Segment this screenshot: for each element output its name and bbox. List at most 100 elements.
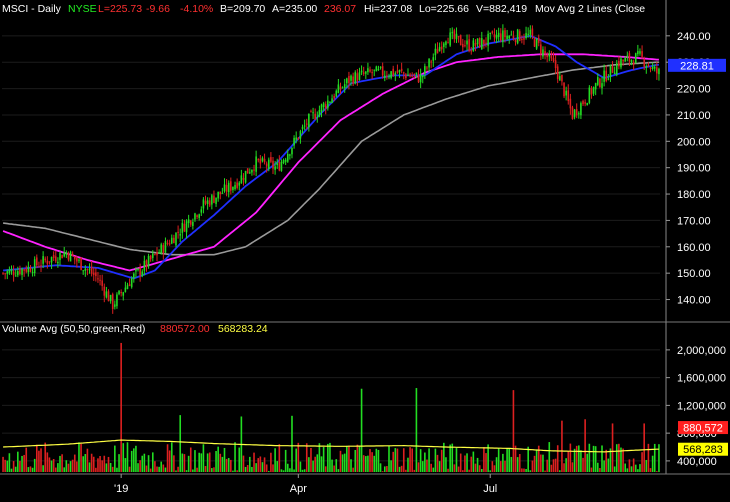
volume-bar: [238, 447, 241, 472]
candle-body: [478, 38, 481, 48]
volume-bar: [160, 461, 163, 472]
candle-body: [653, 66, 656, 69]
candle-body: [223, 184, 226, 192]
volume-bar: [607, 458, 610, 472]
volume-bar: [303, 469, 306, 472]
volume-bar: [649, 468, 652, 472]
volume-bar: [533, 455, 536, 472]
volume-bar: [225, 458, 228, 472]
volume-bar: [436, 454, 439, 472]
volume-bar: [609, 448, 612, 472]
header-text: MSCI - Daily NYSE L=225.73 -9.66 -4.10% …: [2, 3, 645, 15]
volume-header-yellow-value: 568283.24: [218, 323, 268, 335]
candle-body: [194, 213, 196, 220]
volume-bar: [567, 451, 570, 472]
volume-bar: [653, 443, 656, 472]
moving-average-fast-line: [3, 34, 659, 280]
volume-bar: [605, 449, 608, 472]
candle-body: [424, 66, 426, 74]
candle-body: [133, 273, 135, 279]
volume-gridlines: [2, 349, 660, 462]
volume-bar: [656, 471, 658, 472]
candle-body: [301, 126, 304, 130]
volume-bar: [90, 453, 93, 472]
volume-bar: [343, 453, 346, 472]
last-price-flag-label: 228.81: [680, 60, 714, 72]
volume-bar: [86, 448, 89, 472]
volume-bar: [386, 466, 388, 472]
candle-body: [350, 75, 352, 81]
candle-body: [257, 159, 260, 161]
candle-body: [470, 50, 473, 52]
candle-body: [559, 76, 561, 81]
volume-bar: [219, 453, 222, 472]
candle-body: [31, 272, 34, 274]
candle-body: [185, 221, 188, 233]
volume-bar: [584, 419, 586, 472]
volume-bar: [618, 443, 620, 472]
volume-bar: [396, 448, 399, 472]
header-open: 236.07: [324, 3, 356, 15]
candle-body: [71, 253, 74, 256]
candle-body: [341, 87, 344, 89]
candle-body: [466, 40, 468, 45]
volume-bar: [428, 448, 430, 472]
candle-body: [364, 71, 367, 74]
volume-bar: [356, 444, 359, 472]
candle-body: [451, 32, 454, 34]
volume-bar: [120, 342, 122, 472]
volume-bar: [257, 458, 260, 472]
candle-body: [556, 66, 559, 79]
volume-bar: [417, 462, 420, 472]
volume-bar: [599, 468, 601, 472]
candle-body: [658, 68, 660, 75]
candle-body: [141, 271, 144, 277]
candle-body: [426, 67, 428, 69]
candle-body: [563, 82, 565, 97]
volume-bar: [67, 463, 70, 472]
volume-bar: [472, 451, 475, 472]
volume-bar: [234, 442, 236, 472]
candle-body: [76, 258, 78, 262]
candle-body: [249, 172, 251, 174]
volume-bar: [445, 457, 447, 472]
volume-bar: [546, 459, 548, 472]
candle-body: [508, 36, 511, 39]
volume-axis-ticks[interactable]: 400,000800,0001,200,0001,600,0002,000,00…: [666, 345, 726, 468]
candle-body: [339, 86, 342, 90]
volume-bar: [80, 443, 82, 472]
x-axis-ticks[interactable]: '19 Apr Jul: [114, 474, 497, 495]
moving-average-slow-line: [3, 61, 659, 256]
volume-bar: [232, 470, 234, 472]
volume-bar: [630, 466, 633, 472]
volume-header-label: Volume Avg (50,50,green,Red): [2, 323, 145, 335]
volume-bar: [116, 467, 118, 472]
volume-bar: [118, 454, 120, 472]
volume-bar: [278, 444, 281, 472]
volume-bar: [92, 456, 95, 472]
volume-bar: [398, 466, 401, 472]
volume-bar: [105, 463, 108, 472]
candle-body: [607, 78, 610, 80]
volume-bar: [189, 447, 192, 472]
candle-body: [122, 292, 125, 296]
price-tick-label: 220.00: [677, 84, 711, 96]
candle-body: [111, 294, 114, 309]
candle-body: [2, 272, 4, 274]
volume-bar: [346, 445, 348, 472]
candle-body: [318, 110, 321, 117]
volume-bar: [626, 468, 629, 472]
candle-body: [348, 76, 350, 84]
volume-bar: [476, 457, 479, 472]
volume-bar: [588, 443, 591, 472]
volume-bar: [632, 458, 635, 472]
candle-body: [286, 153, 289, 162]
candle-body: [314, 113, 316, 120]
volume-bar: [350, 459, 352, 472]
volume-bar: [590, 467, 593, 472]
volume-bar: [272, 464, 274, 472]
candle-body: [626, 55, 629, 57]
candle-body: [143, 260, 146, 271]
candle-body: [542, 49, 544, 57]
volume-bar: [411, 448, 413, 472]
